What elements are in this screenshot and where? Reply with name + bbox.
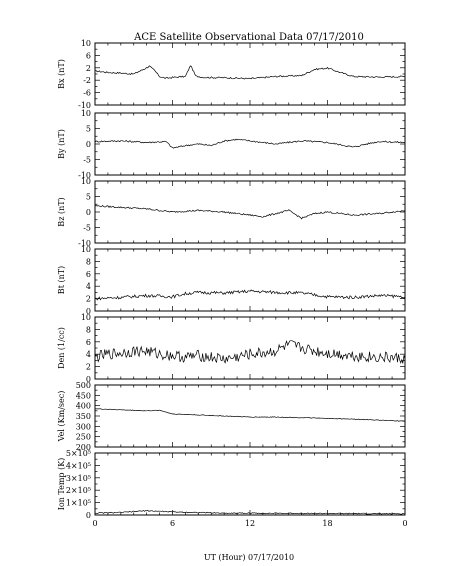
panels-group: 10 6 2 -2 -6 -10 Bx (nT) 10 5 0 -5 -10 By (nT) 10 5 0 -5… [57, 39, 408, 528]
y-tick-label: 250 [76, 433, 91, 442]
y-tick-label: 5 [86, 125, 91, 134]
y-axis-label: Den (1/cc) [57, 327, 66, 369]
y-tick-label: -10 [78, 171, 91, 180]
y-tick-label: 6 [86, 270, 91, 279]
panel-frame [94, 248, 406, 312]
y-tick-label: 500 [76, 381, 91, 390]
y-tick-label: 10 [81, 313, 91, 322]
y-tick-label: 4 [86, 282, 91, 291]
chart-title: ACE Satellite Observational Data 07/17/2… [133, 32, 364, 43]
y-tick-label: 4×10⁵ [66, 461, 91, 470]
y-tick-label: 350 [76, 412, 91, 421]
y-tick-label: 450 [76, 391, 91, 400]
y-tick-label: 0 [86, 511, 91, 520]
y-tick-label: 400 [76, 402, 91, 411]
y-tick-label: 0 [86, 140, 91, 149]
x-axis-label: UT (Hour) 07/17/2010 [204, 553, 294, 562]
y-axis-label: Vel (Km/sec) [57, 391, 66, 443]
y-tick-label: 0 [86, 307, 91, 316]
y-tick-label: 10 [81, 245, 91, 254]
y-tick-label: 0 [86, 208, 91, 217]
y-tick-label: 8 [86, 257, 91, 266]
y-axis-label: Bz (nT) [57, 197, 66, 226]
y-axis-label: By (nT) [57, 129, 66, 159]
y-tick-label: -5 [83, 224, 91, 233]
panel-frame [94, 180, 406, 244]
y-tick-label: 3×10⁵ [66, 474, 91, 483]
y-axis-label: Bx (nT) [57, 59, 66, 89]
y-tick-label: 8 [86, 325, 91, 334]
series-line [94, 509, 405, 515]
y-axis-label: Ion Temp (K) [57, 458, 66, 511]
y-tick-label: 5 [86, 193, 91, 202]
y-tick-label: 10 [81, 177, 91, 186]
panel-frame [94, 112, 406, 176]
y-tick-label: 2×10⁵ [66, 486, 91, 495]
y-tick-label: 200 [76, 443, 91, 452]
x-tick-label: 0 [92, 519, 97, 528]
y-tick-label: 2 [86, 363, 91, 372]
y-tick-label: 6 [86, 51, 91, 60]
panel-5: 10 8 6 4 2 0 Den (1/cc) [57, 313, 406, 384]
y-tick-label: 5×10⁵ [66, 449, 91, 458]
y-tick-label: 2 [86, 295, 91, 304]
x-tick-label: 18 [322, 519, 332, 528]
y-tick-label: 300 [76, 422, 91, 431]
y-tick-label: 6 [86, 338, 91, 347]
y-tick-label: -6 [83, 89, 91, 98]
x-tick-label: 6 [170, 519, 175, 528]
y-tick-label: -10 [78, 239, 91, 248]
panel-2: 10 5 0 -5 -10 By (nT) [57, 109, 406, 180]
series-line [94, 65, 405, 80]
y-tick-label: 10 [81, 109, 91, 118]
y-axis-label: Bt (nT) [57, 266, 66, 294]
y-tick-label: 10 [81, 39, 91, 48]
series-line [94, 339, 406, 364]
y-tick-label: 1×10⁵ [66, 499, 91, 508]
panel-7: 5×10⁵ 4×10⁵ 3×10⁵ 2×10⁵ 1×10⁵ 0 Ion Temp (K) [57, 449, 406, 520]
y-tick-label: -5 [83, 156, 91, 165]
x-tick-label: 12 [245, 519, 255, 528]
y-tick-label: -10 [78, 101, 91, 110]
panel-frame [94, 452, 406, 516]
y-tick-label: 4 [86, 350, 91, 359]
series-line [94, 289, 406, 301]
series-line [94, 205, 406, 220]
x-tick-label: 0 [402, 519, 407, 528]
y-tick-label: -2 [83, 76, 91, 85]
panel-3: 10 5 0 -5 -10 Bz (nT) [57, 177, 406, 248]
y-tick-label: 2 [86, 64, 91, 73]
y-tick-label: 0 [86, 375, 91, 384]
panel-frame [94, 42, 406, 106]
panel-1: 10 6 2 -2 -6 -10 Bx (nT) [57, 39, 406, 110]
panel-4: 10 8 6 4 2 0 Bt (nT) [57, 245, 406, 316]
series-line [94, 408, 406, 422]
panel-frame [94, 384, 406, 448]
series-line [94, 138, 406, 149]
